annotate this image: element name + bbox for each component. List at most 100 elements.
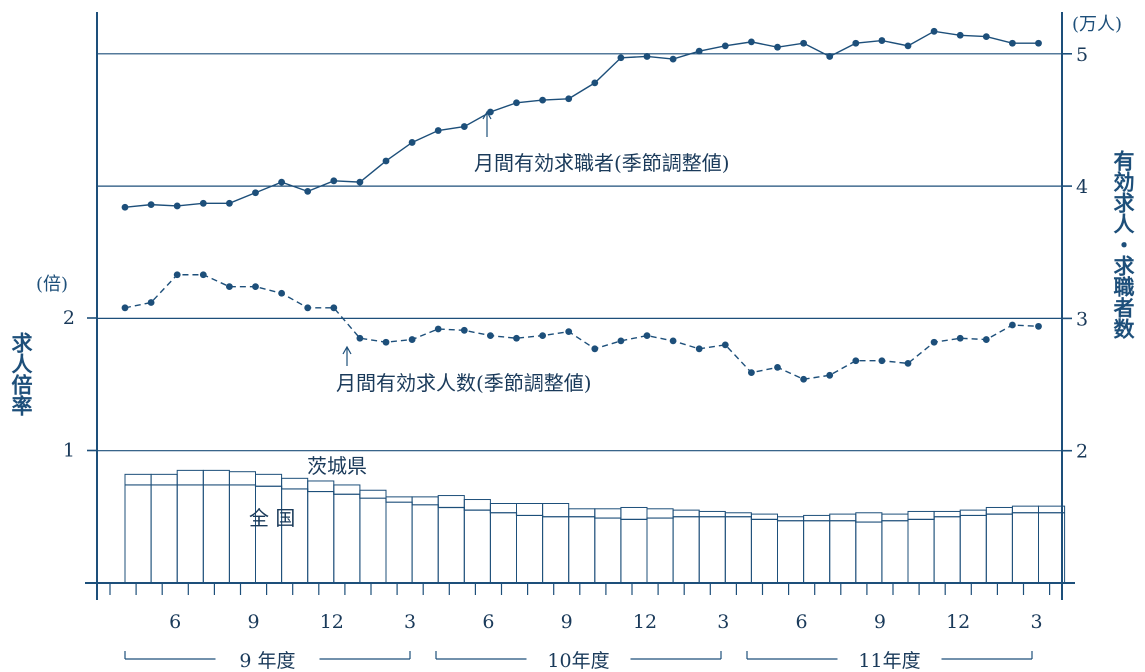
job-seekers-point (330, 177, 338, 185)
ibaraki-bar (698, 510, 726, 584)
job-seekers-point (1035, 39, 1042, 47)
job-seekers-point (382, 157, 390, 165)
job-seekers-point (252, 189, 259, 197)
job-seekers-point (695, 47, 703, 55)
job-openings-point (356, 334, 364, 342)
job-openings-point (826, 371, 834, 379)
job-openings-annotation: 月間有効求人数(季節調整値) (336, 371, 592, 395)
job-seekers-point (956, 31, 964, 39)
job-openings-arrow-head (342, 345, 352, 355)
ibaraki-bar (646, 508, 674, 584)
ibaraki-bar (855, 512, 883, 584)
series-lines (124, 30, 1065, 523)
x-tick-label: 12 (320, 611, 344, 633)
axes (85, 12, 1075, 660)
job-openings-point (173, 271, 181, 279)
ibaraki-bar (463, 499, 491, 584)
ibaraki-bar (803, 514, 831, 584)
job-openings-point (513, 334, 520, 342)
left-axis-label: 求人倍率 (9, 332, 33, 416)
x-tick-label: 9 (561, 611, 573, 633)
left-tick-label: 1 (63, 440, 75, 462)
job-seekers-point (643, 53, 651, 60)
ibaraki-bar (333, 484, 361, 584)
job-openings-point (330, 304, 338, 312)
job-openings-point (408, 336, 416, 343)
ibaraki-bar (307, 480, 335, 584)
job-seekers-point (565, 95, 573, 103)
job-seekers-point (748, 38, 755, 46)
job-openings-point (487, 332, 494, 339)
left-axis-unit: (倍) (36, 274, 69, 295)
ibaraki-bar (176, 469, 204, 584)
x-tick-label: 6 (796, 611, 808, 633)
job-openings-point (617, 337, 625, 345)
job-seekers-point (487, 108, 494, 116)
job-openings-line (124, 274, 1039, 380)
right-tick-label: 4 (1076, 176, 1088, 198)
job-seekers-point (147, 201, 155, 209)
ibaraki-bar (150, 473, 178, 584)
x-tick-label: 6 (482, 611, 494, 633)
job-openings-point (695, 345, 703, 353)
job-seekers-point (304, 187, 312, 195)
ibaraki-bar (202, 469, 230, 584)
gridlines (97, 53, 1062, 452)
ibaraki-label: 茨城県 (307, 454, 367, 478)
right-tick-label: 3 (1076, 308, 1088, 330)
x-tick-label: 6 (169, 611, 181, 633)
job-seekers-point (460, 123, 468, 130)
ibaraki-bar (672, 509, 700, 584)
ibaraki-bar (985, 506, 1013, 584)
job-openings-point (721, 341, 729, 349)
x-tick-label: 9 (247, 611, 259, 633)
ibaraki-bars (124, 469, 1066, 584)
job-seekers-point (356, 178, 364, 186)
x-tick-label: 12 (633, 611, 657, 633)
right-axis-label: 有効求人・求職者数 (1111, 150, 1135, 339)
job-openings-point (304, 304, 312, 312)
ibaraki-bar (829, 513, 857, 584)
job-openings-point (956, 334, 964, 342)
job-openings-point (878, 357, 886, 365)
job-seekers-point (199, 199, 207, 207)
job-openings-point (565, 328, 573, 336)
job-openings-point (460, 326, 468, 334)
job-seekers-point (904, 42, 912, 50)
ibaraki-bar (124, 473, 152, 584)
x-tick-label: 12 (946, 611, 970, 633)
job-seekers-point (800, 39, 807, 47)
job-openings-point (669, 337, 677, 345)
job-openings-point (930, 338, 938, 346)
fiscal-year-label: 10年度 (547, 650, 609, 672)
fiscal-year-label: 11年度 (858, 650, 920, 672)
job-seekers-point (434, 127, 442, 134)
national-label: 全 国 (249, 506, 295, 530)
job-openings-point (434, 325, 442, 333)
job-seekers-point (878, 37, 886, 44)
ibaraki-bar (777, 516, 805, 584)
ibaraki-bar (281, 477, 309, 584)
ibaraki-bar (359, 489, 387, 584)
job-openings-point (382, 338, 390, 346)
ibaraki-bar (881, 513, 909, 584)
national-line (125, 484, 1065, 523)
ibaraki-bar (568, 508, 596, 584)
x-tick-label: 3 (717, 611, 729, 633)
job-openings-point (904, 359, 912, 367)
right-tick-label: 5 (1076, 44, 1088, 66)
job-seekers-annotation: 月間有効求職者(季節調整値) (474, 151, 730, 175)
job-seekers-point (173, 202, 181, 210)
left-tick-label: 2 (63, 307, 75, 329)
job-openings-point (226, 283, 233, 291)
ibaraki-bar (724, 512, 752, 584)
job-seekers-point (1009, 39, 1016, 47)
job-seekers-point (278, 178, 285, 186)
job-seekers-point (721, 42, 729, 50)
right-axis-unit: (万人) (1072, 14, 1123, 35)
ibaraki-bar (489, 503, 517, 584)
job-seekers-line (124, 30, 1039, 208)
job-openings-point (774, 363, 781, 371)
